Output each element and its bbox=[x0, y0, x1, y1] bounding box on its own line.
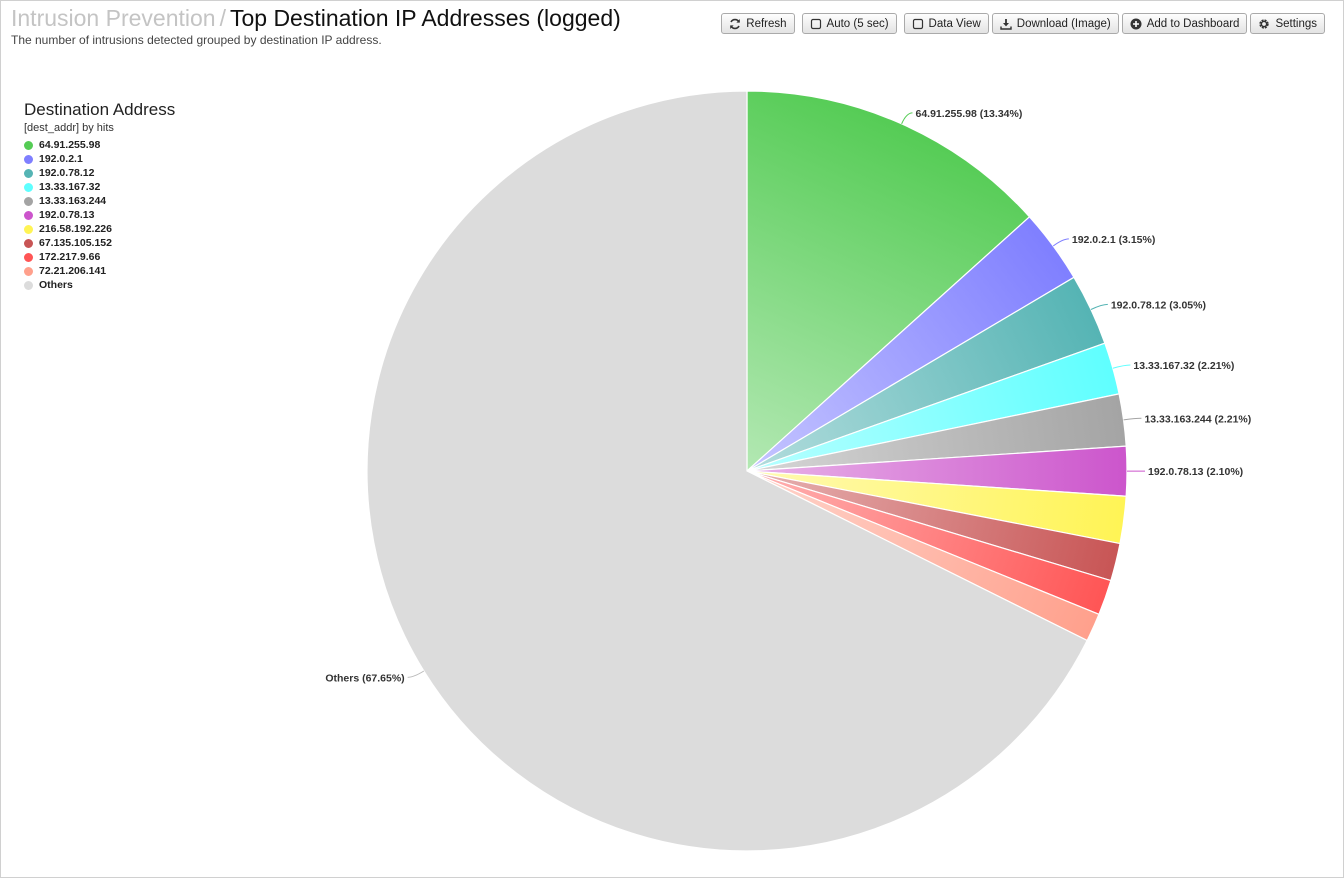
legend-items: 64.91.255.98 192.0.2.1 192.0.78.12 13.33.16… bbox=[24, 138, 175, 292]
data-view-label: Data View bbox=[928, 17, 981, 30]
legend-swatch bbox=[24, 210, 33, 220]
slice-connector bbox=[1090, 303, 1108, 310]
slice-connector bbox=[1052, 238, 1069, 247]
data-view-toggle[interactable]: Data View bbox=[903, 13, 989, 34]
auto-refresh-toggle[interactable]: Auto (5 sec) bbox=[801, 13, 897, 34]
legend-swatch bbox=[24, 196, 33, 206]
legend-swatch bbox=[24, 266, 33, 276]
checkbox-icon bbox=[912, 18, 923, 29]
legend-item-192-0-78-12[interactable]: 192.0.78.12 bbox=[24, 166, 175, 180]
chart-legend: Destination Address [dest_addr] by hits … bbox=[24, 100, 175, 292]
legend-label: 67.135.105.152 bbox=[39, 237, 112, 249]
slice-connector bbox=[1123, 417, 1142, 421]
breadcrumb-intrusion-prevention[interactable]: Intrusion Prevention bbox=[11, 5, 216, 31]
title-line: Intrusion Prevention / Top Destination IP … bbox=[11, 4, 621, 32]
legend-label: 72.21.206.141 bbox=[39, 265, 107, 277]
slice-label-others: Others (67.65%) bbox=[325, 672, 404, 684]
legend-swatch bbox=[24, 224, 33, 234]
slice-label-13-33-163-244: 13.33.163.244 (2.21%) bbox=[1144, 413, 1251, 425]
refresh-button[interactable]: Refresh bbox=[721, 13, 795, 34]
legend-title: Destination Address bbox=[24, 100, 176, 119]
legend-item-67-135-105-152[interactable]: 67.135.105.152 bbox=[24, 236, 175, 250]
legend-label: 192.0.78.12 bbox=[39, 167, 95, 179]
report-header: Intrusion Prevention / Top Destination IP … bbox=[11, 4, 621, 47]
legend-swatch bbox=[24, 140, 33, 150]
slice-connector bbox=[407, 670, 425, 678]
legend-label: 13.33.163.244 bbox=[39, 195, 107, 207]
legend-swatch bbox=[24, 168, 33, 178]
download-image-label: Download (Image) bbox=[1016, 17, 1111, 30]
legend-swatch bbox=[24, 238, 33, 248]
legend-item-13-33-167-32[interactable]: 13.33.167.32 bbox=[24, 180, 175, 194]
slice-connector bbox=[901, 112, 913, 125]
download-image-button[interactable]: Download (Image) bbox=[991, 13, 1119, 34]
legend-swatch bbox=[24, 252, 33, 262]
slice-label-64-91-255-98: 64.91.255.98 (13.34%) bbox=[916, 108, 1023, 120]
legend-label: 172.217.9.66 bbox=[39, 251, 101, 263]
legend-item-216-58-192-226[interactable]: 216.58.192.226 bbox=[24, 222, 175, 236]
legend-item-192-0-2-1[interactable]: 192.0.2.1 bbox=[24, 152, 175, 166]
slice-label-13-33-167-32: 13.33.167.32 (2.21%) bbox=[1133, 360, 1234, 372]
slice-label-192-0-78-12: 192.0.78.12 (3.05%) bbox=[1111, 299, 1206, 311]
gear-icon bbox=[1259, 18, 1270, 29]
legend-label: 64.91.255.98 bbox=[39, 139, 101, 151]
legend-item-others[interactable]: Others bbox=[24, 278, 175, 292]
legend-item-13-33-163-244[interactable]: 13.33.163.244 bbox=[24, 194, 175, 208]
slice-connector bbox=[1112, 364, 1131, 369]
legend-item-64-91-255-98[interactable]: 64.91.255.98 bbox=[24, 138, 175, 152]
add-to-dashboard-label: Add to Dashboard bbox=[1146, 17, 1240, 30]
settings-button[interactable]: Settings bbox=[1250, 13, 1325, 34]
slice-label-192-0-2-1: 192.0.2.1 (3.15%) bbox=[1072, 234, 1155, 246]
settings-label: Settings bbox=[1275, 17, 1317, 30]
add-to-dashboard-button[interactable]: Add to Dashboard bbox=[1121, 13, 1248, 34]
legend-label: 192.0.78.13 bbox=[39, 209, 95, 221]
slice-label-192-0-78-13: 192.0.78.13 (2.10%) bbox=[1148, 466, 1243, 478]
legend-label: 13.33.167.32 bbox=[39, 181, 101, 193]
legend-swatch bbox=[24, 280, 33, 290]
legend-label: 216.58.192.226 bbox=[39, 223, 112, 235]
legend-item-192-0-78-13[interactable]: 192.0.78.13 bbox=[24, 208, 175, 222]
legend-label: 192.0.2.1 bbox=[39, 153, 83, 165]
download-icon bbox=[1000, 18, 1012, 30]
legend-item-72-21-206-141[interactable]: 72.21.206.141 bbox=[24, 264, 175, 278]
auto-refresh-label: Auto (5 sec) bbox=[826, 17, 889, 30]
report-toolbar: Refresh Auto (5 sec) Data View Download … bbox=[714, 13, 1325, 34]
legend-label: Others bbox=[39, 279, 73, 291]
legend-swatch bbox=[24, 182, 33, 192]
legend-item-172-217-9-66[interactable]: 172.217.9.66 bbox=[24, 250, 175, 264]
page-subtitle: The number of intrusions detected groupe… bbox=[11, 33, 382, 47]
refresh-button-label: Refresh bbox=[746, 17, 787, 30]
pie-slice-64-91-255-98[interactable] bbox=[746, 90, 1031, 473]
legend-subtitle: [dest_addr] by hits bbox=[24, 122, 114, 134]
refresh-icon bbox=[730, 18, 741, 29]
plus-circle-icon bbox=[1130, 18, 1142, 29]
page-title: Top Destination IP Addresses (logged) bbox=[229, 5, 621, 31]
breadcrumb-separator: / bbox=[219, 5, 226, 31]
legend-swatch bbox=[24, 154, 33, 164]
checkbox-icon bbox=[810, 18, 821, 29]
